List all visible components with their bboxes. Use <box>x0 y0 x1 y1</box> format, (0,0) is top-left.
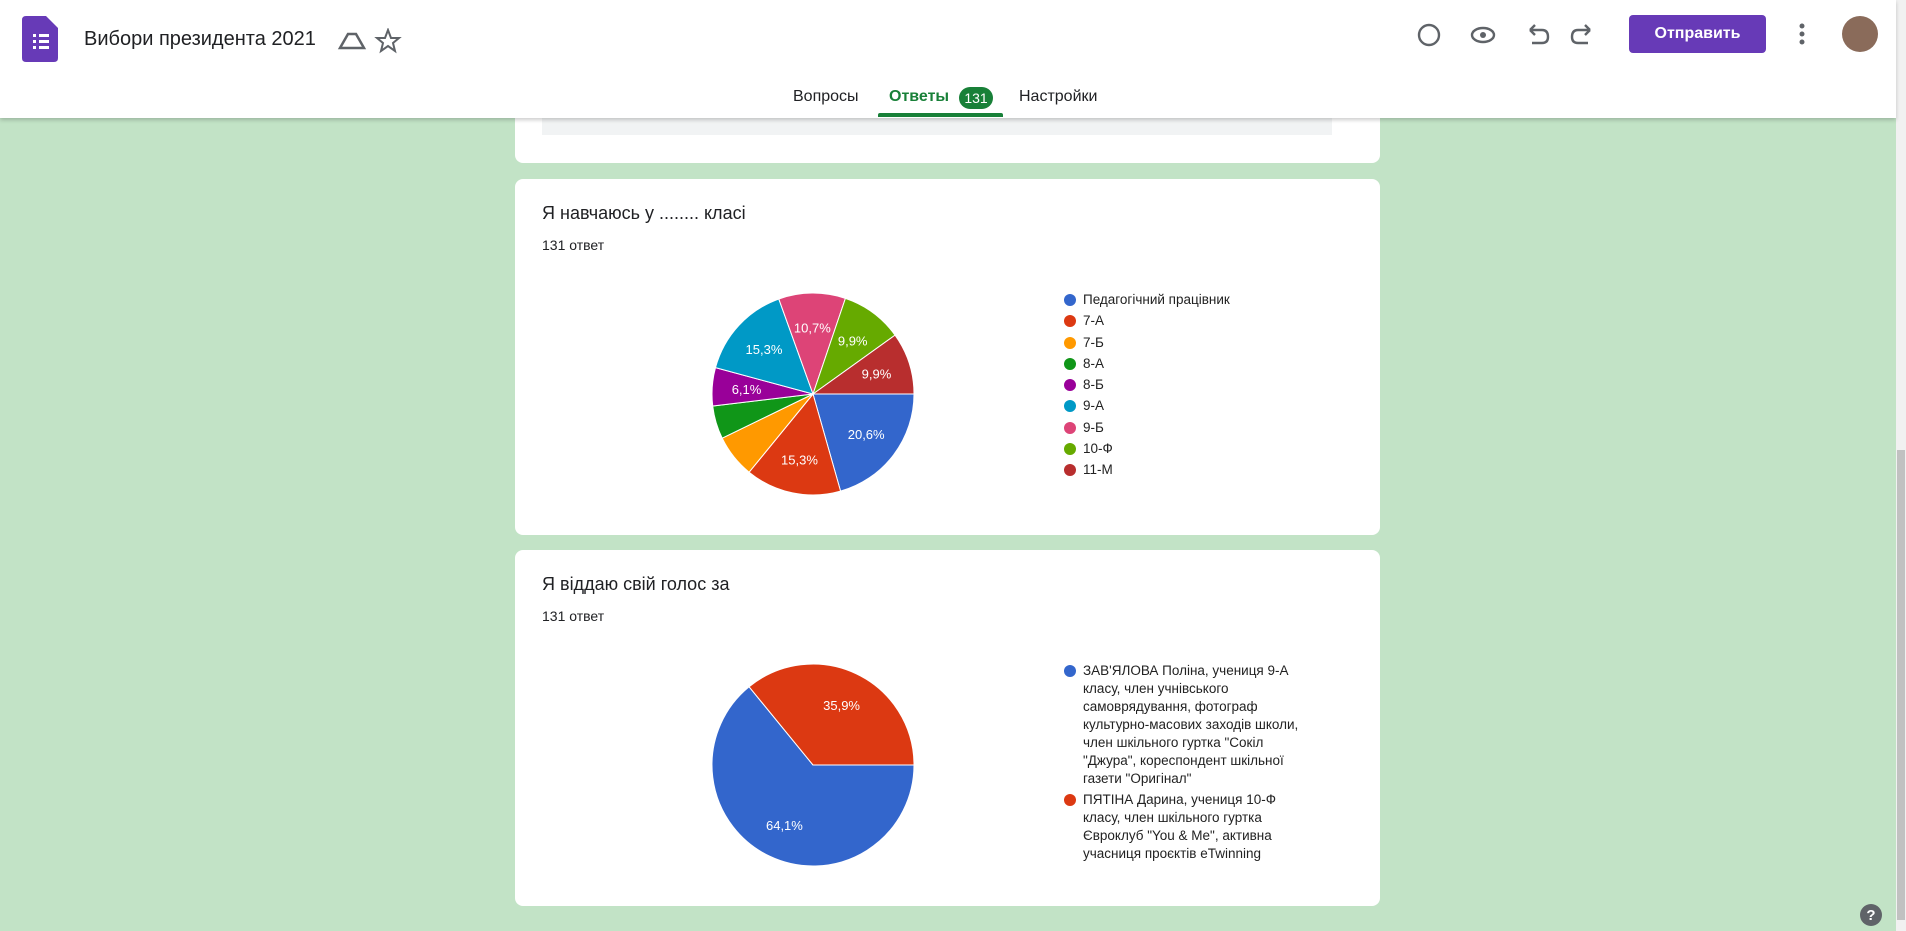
slice-label: 35,9% <box>823 698 860 713</box>
slice-label: 20,6% <box>848 427 885 442</box>
forms-icon[interactable] <box>22 16 58 62</box>
legend-label: 9-Б <box>1083 419 1104 435</box>
svg-text:?: ? <box>1866 907 1875 924</box>
pie-slice <box>711 686 915 867</box>
tab-active[interactable]: Ответы <box>889 88 950 105</box>
legend-item: Педагогічний працівник <box>1064 291 1314 309</box>
pie-slice <box>748 663 915 766</box>
legend-dot <box>1064 315 1076 328</box>
legend-item: 7-Б <box>1064 334 1314 352</box>
legend-dot <box>1064 794 1076 807</box>
pie-chart: 20,6% 15,3% 6,1% 15,3% 10,7% 9,9% 9,9% <box>711 292 915 496</box>
legend-dot <box>1064 665 1076 677</box>
question-title: Я навчаюсь у ........ класі <box>542 203 746 223</box>
pie-slice <box>812 393 915 492</box>
tab-indicator <box>878 113 1003 117</box>
legend-label: ЗАВ'ЯЛОВА Поліна, учениця 9-А класу, чле… <box>1083 663 1299 786</box>
legend: ЗАВ'ЯЛОВА Поліна, учениця 9-А класу, чле… <box>1064 662 1314 867</box>
legend-label: 8-Б <box>1083 377 1104 393</box>
legend-label: 8-А <box>1083 355 1105 371</box>
legend-label: ПЯТІНА Дарина, учениця 10-Ф класу, член … <box>1083 792 1276 862</box>
slice-label: 64,1% <box>766 818 803 833</box>
slice-label: 10,7% <box>794 320 831 335</box>
question-title: Я віддаю свій голос за <box>542 574 730 594</box>
slice-label: 9,9% <box>838 333 868 348</box>
legend-item: 10-Ф <box>1064 440 1314 458</box>
legend-label: 10-Ф <box>1083 441 1113 457</box>
pie-slice <box>811 334 915 395</box>
legend-dot <box>1064 294 1076 306</box>
legend-item: 8-Б <box>1064 376 1314 394</box>
legend-item: 11-М <box>1064 461 1314 479</box>
tab[interactable]: Настройки <box>1019 88 1098 105</box>
text-area <box>542 118 1332 135</box>
pie-slice <box>778 292 847 396</box>
legend-item: 7-А <box>1064 312 1314 330</box>
legend-dot <box>1064 336 1076 349</box>
response-count: 131 ответ <box>542 237 605 253</box>
help-icon[interactable]: ? <box>1859 903 1883 927</box>
legend-item: ЗАВ'ЯЛОВА Поліна, учениця 9-А класу, чле… <box>1064 662 1314 788</box>
legend-item: ПЯТІНА Дарина, учениця 10-Ф класу, член … <box>1064 791 1314 863</box>
legend-dot <box>1064 400 1076 413</box>
legend-dot <box>1064 379 1076 392</box>
legend-dot <box>1064 421 1076 434</box>
tab[interactable]: Вопросы <box>793 88 859 105</box>
question-card: Я віддаю свій голос за 131 ответ 64,1% 35,9… <box>515 550 1380 906</box>
slice-label: 15,3% <box>781 452 818 467</box>
legend-label: 7-Б <box>1083 334 1104 350</box>
slice-label: 15,3% <box>746 342 783 357</box>
question-card: Я навчаюсь у ........ класі 131 ответ 20,6… <box>515 179 1380 535</box>
more-menu[interactable] <box>1796 20 1808 48</box>
legend-label: 9-А <box>1083 398 1105 414</box>
form-title[interactable]: Вибори президента 2021 <box>84 28 316 50</box>
legend-item: 8-А <box>1064 355 1314 373</box>
send-button[interactable]: Отправить <box>1629 15 1766 53</box>
pie-chart: 64,1% 35,9% <box>711 663 915 867</box>
legend-item: 9-А <box>1064 397 1314 415</box>
legend-label: 7-А <box>1083 313 1105 329</box>
legend-dot <box>1064 357 1076 370</box>
header: Вибори президента 2021 Отправить Вопросы… <box>0 0 1896 118</box>
legend-label: Педагогічний працівник <box>1083 292 1230 307</box>
avatar[interactable] <box>1842 16 1878 52</box>
legend-label: 11-М <box>1083 462 1113 478</box>
pie-slice <box>714 298 814 395</box>
slice-label: 9,9% <box>862 367 892 382</box>
pie-slice <box>748 392 842 496</box>
response-badge: 131 <box>959 87 993 109</box>
legend-dot <box>1064 443 1076 456</box>
legend: Педагогічний працівник 7-А 7-Б 8-А 8-Б 9-А 9-Б… <box>1064 291 1314 483</box>
scrollbar[interactable] <box>1896 0 1906 931</box>
legend-dot <box>1064 464 1076 477</box>
toolbar-icons[interactable] <box>1414 20 1604 50</box>
title-icons[interactable] <box>336 28 406 54</box>
slice-label: 6,1% <box>732 382 762 397</box>
response-count: 131 ответ <box>542 608 605 624</box>
legend-item: 9-Б <box>1064 419 1314 437</box>
scroll-thumb[interactable] <box>1897 450 1905 920</box>
